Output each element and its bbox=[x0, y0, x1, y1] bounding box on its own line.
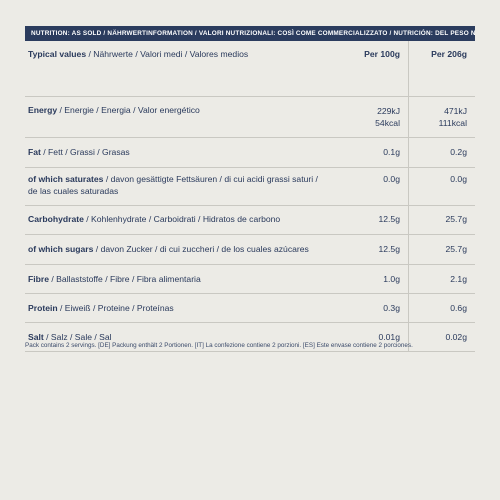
table-header-row: Typical values / Nährwerte / Valori medi… bbox=[25, 41, 475, 97]
row-label-rest: / Salz / Sale / Sal bbox=[43, 331, 112, 342]
row-label-energy: Energy / Energie / Energia / Valor energ… bbox=[25, 96, 342, 138]
row-value-col2: 0.2g bbox=[408, 137, 475, 168]
row-value-col2: 471kJ 111kcal bbox=[408, 96, 475, 138]
header-col2: Per 206g bbox=[408, 41, 475, 97]
row-value-col1: 12.5g bbox=[342, 234, 409, 265]
table-row-sugars: of which sugars / davon Zucker / di cui … bbox=[25, 234, 475, 265]
row-label-carbohydrate: Carbohydrate / Kohlenhydrate / Carboidra… bbox=[25, 205, 342, 235]
row-label-bold: Fat bbox=[28, 146, 41, 157]
table-row-saturates: of which saturates / davon gesättigte Fe… bbox=[25, 167, 475, 206]
header-label-bold: Typical values bbox=[28, 49, 87, 59]
row-label-rest: / Kohlenhydrate / Carboidrati / Hidratos… bbox=[83, 213, 281, 224]
row-label-rest: / davon Zucker / di cui zuccheri / de lo… bbox=[93, 243, 309, 254]
row-label-bold: Energy bbox=[28, 104, 58, 115]
row-label-bold: of which sugars bbox=[28, 243, 94, 254]
value-kj: 471kJ bbox=[444, 105, 467, 116]
nutrition-panel: NUTRITION: AS SOLD / NÄHRWERTINFORMATION… bbox=[25, 26, 475, 352]
header-label-rest: / Nährwerte / Valori medi / Valores medi… bbox=[86, 49, 249, 59]
row-value-col2: 2.1g bbox=[408, 264, 475, 294]
nutrition-table: Typical values / Nährwerte / Valori medi… bbox=[25, 41, 475, 352]
row-label-bold: Salt bbox=[28, 331, 44, 342]
row-label-fibre: Fibre / Ballaststoffe / Fibre / Fibra al… bbox=[25, 264, 342, 294]
row-label-rest-line2: de las cuales saturadas bbox=[28, 185, 119, 196]
row-label-rest: / Fett / Grassi / Grasas bbox=[40, 146, 130, 157]
row-label-protein: Protein / Eiweiß / Proteine / Proteínas bbox=[25, 293, 342, 323]
row-label-rest: / Energie / Energia / Valor energético bbox=[57, 104, 200, 115]
row-label-rest: / davon gesättigte Fettsäuren / di cui a… bbox=[103, 173, 318, 184]
table-row-carbohydrate: Carbohydrate / Kohlenhydrate / Carboidra… bbox=[25, 205, 475, 235]
servings-footnote: Pack contains 2 servings. [DE] Packung e… bbox=[25, 342, 413, 349]
table-row-energy: Energy / Energie / Energia / Valor energ… bbox=[25, 96, 475, 138]
row-label-sugars: of which sugars / davon Zucker / di cui … bbox=[25, 234, 342, 265]
nutrition-header: NUTRITION: AS SOLD / NÄHRWERTINFORMATION… bbox=[25, 26, 475, 41]
row-label-fat: Fat / Fett / Grassi / Grasas bbox=[25, 137, 342, 168]
row-value-col1: 1.0g bbox=[342, 264, 409, 294]
header-label-cell: Typical values / Nährwerte / Valori medi… bbox=[25, 41, 342, 97]
row-value-col2: 25.7g bbox=[408, 234, 475, 265]
row-label-bold: Fibre bbox=[28, 273, 50, 284]
row-value-col2: 25.7g bbox=[408, 205, 475, 235]
table-row-fibre: Fibre / Ballaststoffe / Fibre / Fibra al… bbox=[25, 264, 475, 294]
row-value-col1: 229kJ 54kcal bbox=[342, 96, 409, 138]
row-value-col2: 0.0g bbox=[408, 167, 475, 206]
value-kj: 229kJ bbox=[377, 105, 400, 116]
row-value-col1: 0.01g bbox=[342, 322, 409, 352]
row-value-col1: 0.0g bbox=[342, 167, 409, 206]
table-row-salt: Salt / Salz / Sale / Sal 0.01g 0.02g bbox=[25, 322, 475, 352]
row-value-col1: 0.3g bbox=[342, 293, 409, 323]
row-label-rest: / Eiweiß / Proteine / Proteínas bbox=[57, 302, 174, 313]
row-label-bold: of which saturates bbox=[28, 173, 104, 184]
row-value-col2: 0.6g bbox=[408, 293, 475, 323]
row-label-bold: Carbohydrate bbox=[28, 213, 84, 224]
table-row-fat: Fat / Fett / Grassi / Grasas 0.1g 0.2g bbox=[25, 137, 475, 168]
header-col1: Per 100g bbox=[342, 41, 409, 97]
table-row-protein: Protein / Eiweiß / Proteine / Proteínas … bbox=[25, 293, 475, 323]
row-label-salt: Salt / Salz / Sale / Sal bbox=[25, 322, 342, 352]
row-label-rest: / Ballaststoffe / Fibre / Fibra alimenta… bbox=[49, 273, 201, 284]
row-value-col1: 0.1g bbox=[342, 137, 409, 168]
value-kcal: 54kcal bbox=[375, 117, 400, 128]
row-value-col1: 12.5g bbox=[342, 205, 409, 235]
value-kcal: 111kcal bbox=[438, 117, 467, 128]
row-label-bold: Protein bbox=[28, 302, 58, 313]
row-value-col2: 0.02g bbox=[408, 322, 475, 352]
row-label-saturates: of which saturates / davon gesättigte Fe… bbox=[25, 167, 342, 206]
